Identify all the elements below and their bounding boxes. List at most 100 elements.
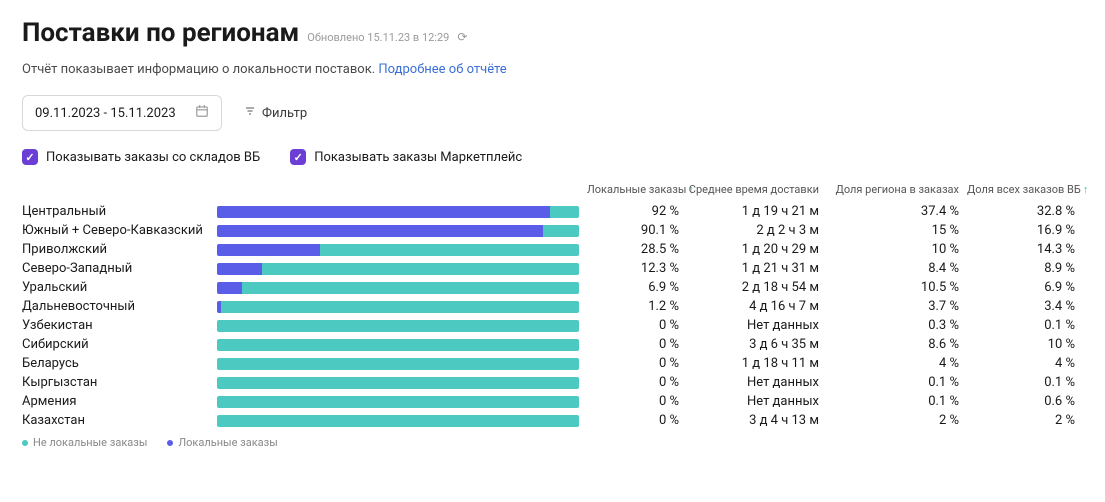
- cell-delivery: 1 д 19 ч 21 м: [687, 204, 827, 219]
- bar-cell: [217, 320, 587, 332]
- bar-nonlocal: [217, 244, 579, 256]
- cell-region_share: 2 %: [827, 413, 967, 428]
- bar-cell: [217, 263, 587, 275]
- table-row: Беларусь0 %1 д 18 ч 11 м4 %4 %: [22, 354, 1083, 373]
- region-name: Беларусь: [22, 356, 217, 371]
- cell-delivery: Нет данных: [687, 394, 827, 409]
- bar-local: [217, 301, 221, 313]
- cell-local_pct_label: 1.2 %: [587, 299, 687, 314]
- col-avg-delivery[interactable]: Среднее время доставки: [687, 183, 827, 196]
- cell-delivery: 1 д 20 ч 29 м: [687, 242, 827, 257]
- bar-cell: [217, 339, 587, 351]
- table-header: Локальные заказы↑ Среднее время доставки…: [22, 183, 1083, 202]
- cell-local_pct_label: 0 %: [587, 394, 687, 409]
- bar-cell: [217, 225, 587, 237]
- bar-nonlocal: [217, 263, 579, 275]
- cell-delivery: 2 д 18 ч 54 м: [687, 280, 827, 295]
- about-report-link[interactable]: Подробнее об отчёте: [378, 62, 506, 77]
- cell-local_pct_label: 0 %: [587, 318, 687, 333]
- cell-delivery: 1 д 21 ч 31 м: [687, 261, 827, 276]
- region-name: Казахстан: [22, 413, 217, 428]
- bar-local: [217, 244, 320, 256]
- cell-local_pct_label: 0 %: [587, 375, 687, 390]
- bar-local: [217, 263, 262, 275]
- cell-wb_share: 16.9 %: [967, 223, 1083, 238]
- table-row: Узбекистан0 %Нет данных0.3 %0.1 %: [22, 316, 1083, 335]
- bar-nonlocal: [217, 396, 579, 408]
- filter-icon: [244, 105, 256, 121]
- cell-wb_share: 2 %: [967, 413, 1083, 428]
- cell-region_share: 8.6 %: [827, 337, 967, 352]
- bar-local: [217, 206, 550, 218]
- updated-label: Обновлено 15.11.23 в 12:29: [307, 31, 449, 44]
- table-row: Приволжский28.5 %1 д 20 ч 29 м10 %14.3 %: [22, 240, 1083, 259]
- cell-wb_share: 0.6 %: [967, 394, 1083, 409]
- col-local-orders[interactable]: Локальные заказы↑: [587, 183, 687, 196]
- page-title: Поставки по регионам: [22, 18, 299, 48]
- checkbox-wb[interactable]: ✓ Показывать заказы со складов ВБ: [22, 149, 260, 165]
- bar-cell: [217, 244, 587, 256]
- cell-wb_share: 0.1 %: [967, 375, 1083, 390]
- col-wb-share[interactable]: Доля всех заказов ВБ↑: [967, 183, 1083, 196]
- bar-nonlocal: [217, 339, 579, 351]
- table-row: Южный + Северо-Кавказский90.1 %2 д 2 ч 3…: [22, 221, 1083, 240]
- cell-region_share: 3.7 %: [827, 299, 967, 314]
- region-name: Южный + Северо-Кавказский: [22, 223, 217, 238]
- cell-region_share: 0.1 %: [827, 375, 967, 390]
- checkbox-wb-box: ✓: [22, 149, 38, 165]
- checkbox-mp-label: Показывать заказы Маркетплейс: [314, 150, 522, 165]
- cell-wb_share: 32.8 %: [967, 204, 1083, 219]
- cell-region_share: 37.4 %: [827, 204, 967, 219]
- region-name: Армения: [22, 394, 217, 409]
- checkbox-mp-box: ✓: [290, 149, 306, 165]
- cell-region_share: 0.3 %: [827, 318, 967, 333]
- table-row: Уральский6.9 %2 д 18 ч 54 м10.5 %6.9 %: [22, 278, 1083, 297]
- region-name: Северо-Западный: [22, 261, 217, 276]
- cell-local_pct_label: 0 %: [587, 337, 687, 352]
- bar-nonlocal: [217, 415, 579, 427]
- cell-region_share: 8.4 %: [827, 261, 967, 276]
- bar-nonlocal: [217, 320, 579, 332]
- bar-nonlocal: [217, 377, 579, 389]
- cell-delivery: Нет данных: [687, 318, 827, 333]
- cell-delivery: 2 д 2 ч 3 м: [687, 223, 827, 238]
- col-region-share[interactable]: Доля региона в заказах: [827, 183, 967, 196]
- bar-cell: [217, 301, 587, 313]
- bar-cell: [217, 377, 587, 389]
- cell-region_share: 10.5 %: [827, 280, 967, 295]
- cell-wb_share: 14.3 %: [967, 242, 1083, 257]
- region-name: Центральный: [22, 204, 217, 219]
- filter-button[interactable]: Фильтр: [244, 105, 307, 121]
- calendar-icon: [195, 104, 209, 122]
- cell-wb_share: 6.9 %: [967, 280, 1083, 295]
- bar-nonlocal: [217, 206, 579, 218]
- refresh-icon[interactable]: ⟳: [457, 30, 467, 44]
- cell-region_share: 4 %: [827, 356, 967, 371]
- cell-local_pct_label: 0 %: [587, 413, 687, 428]
- region-name: Приволжский: [22, 242, 217, 257]
- subtitle: Отчёт показывает информацию о локальност…: [22, 62, 1083, 77]
- bar-cell: [217, 358, 587, 370]
- filter-label: Фильтр: [262, 106, 307, 121]
- table-row: Дальневосточный1.2 %4 д 16 ч 7 м3.7 %3.4…: [22, 297, 1083, 316]
- date-range-value: 09.11.2023 - 15.11.2023: [35, 106, 176, 121]
- cell-wb_share: 3.4 %: [967, 299, 1083, 314]
- regions-table: Локальные заказы↑ Среднее время доставки…: [22, 183, 1083, 430]
- cell-wb_share: 8.9 %: [967, 261, 1083, 276]
- cell-wb_share: 10 %: [967, 337, 1083, 352]
- cell-wb_share: 0.1 %: [967, 318, 1083, 333]
- cell-delivery: 3 д 6 ч 35 м: [687, 337, 827, 352]
- legend: Не локальные заказы Локальные заказы: [22, 436, 1083, 449]
- checkbox-mp[interactable]: ✓ Показывать заказы Маркетплейс: [290, 149, 522, 165]
- region-name: Кыргызстан: [22, 375, 217, 390]
- date-range-picker[interactable]: 09.11.2023 - 15.11.2023: [22, 95, 222, 131]
- cell-local_pct_label: 12.3 %: [587, 261, 687, 276]
- region-name: Сибирский: [22, 337, 217, 352]
- legend-nonlocal: Не локальные заказы: [22, 436, 147, 449]
- bar-cell: [217, 206, 587, 218]
- region-name: Уральский: [22, 280, 217, 295]
- cell-wb_share: 4 %: [967, 356, 1083, 371]
- table-row: Северо-Западный 12.3 %1 д 21 ч 31 м8.4 %8…: [22, 259, 1083, 278]
- cell-local_pct_label: 0 %: [587, 356, 687, 371]
- bar-cell: [217, 282, 587, 294]
